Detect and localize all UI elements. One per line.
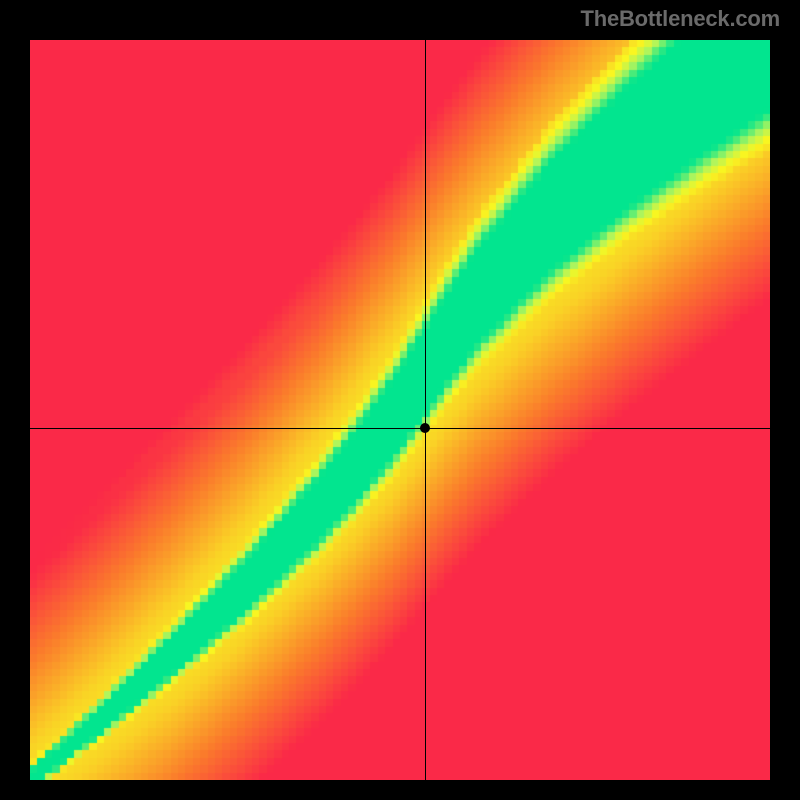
heatmap-canvas [30, 40, 770, 780]
marker-dot [420, 423, 430, 433]
crosshair-vertical [425, 40, 426, 780]
heatmap-plot [30, 40, 770, 780]
crosshair-horizontal [30, 428, 770, 429]
attribution-text: TheBottleneck.com [580, 6, 780, 32]
